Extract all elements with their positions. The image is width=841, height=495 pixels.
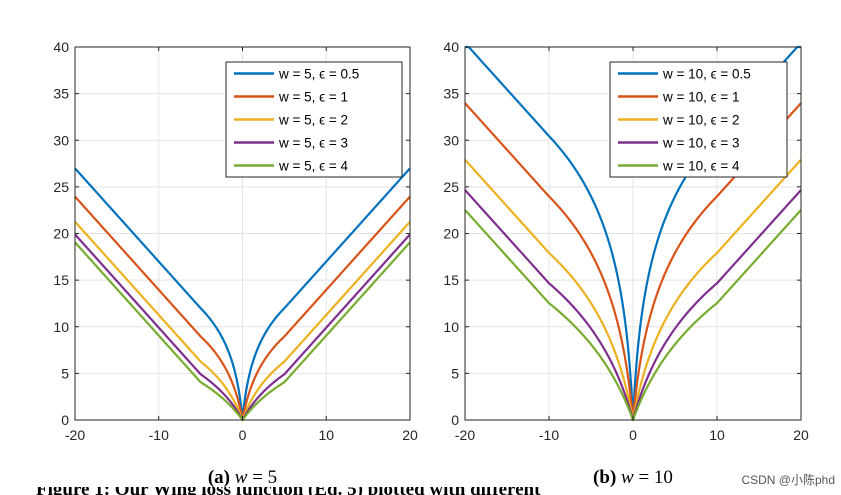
y-tick-label: 35 [53, 86, 69, 102]
caption-prefix: (a) [208, 467, 235, 488]
y-tick-label: 5 [61, 365, 69, 381]
x-tick-label: -20 [455, 427, 475, 443]
y-tick-label: 40 [443, 39, 459, 55]
y-tick-label: 35 [443, 86, 459, 102]
caption-value: = 10 [634, 467, 673, 488]
y-tick-label: 15 [443, 272, 459, 288]
legend-entry: w = 10, ϵ = 4 [662, 159, 740, 174]
legend-entry: w = 10, ϵ = 3 [662, 136, 740, 151]
y-tick-label: 30 [443, 132, 459, 148]
legend-entry: w = 10, ϵ = 0.5 [662, 67, 751, 82]
y-tick-label: 15 [53, 272, 69, 288]
caption-prefix: (b) [593, 467, 621, 488]
legend-entry: w = 5, ϵ = 0.5 [278, 67, 359, 82]
caption-variable: w [621, 467, 634, 488]
legend-entry: w = 5, ϵ = 1 [278, 90, 348, 105]
y-tick-label: 40 [53, 39, 69, 55]
caption-variable: w [235, 467, 248, 488]
y-tick-label: 10 [53, 319, 69, 335]
y-tick-label: 25 [443, 179, 459, 195]
x-tick-label: -10 [149, 427, 169, 443]
legend-entry: w = 5, ϵ = 2 [278, 113, 348, 128]
y-tick-label: 0 [61, 412, 69, 428]
caption-value: = 5 [247, 467, 277, 488]
x-tick-label: 20 [402, 427, 418, 443]
y-tick-label: 25 [53, 179, 69, 195]
cutoff-caption-text: Figure 1: Our Wing loss function (Eq. 5)… [36, 487, 540, 495]
y-tick-label: 5 [451, 365, 459, 381]
y-tick-label: 30 [53, 132, 69, 148]
y-tick-label: 20 [53, 226, 69, 242]
x-tick-label: -10 [539, 427, 559, 443]
x-tick-label: 10 [709, 427, 725, 443]
x-tick-label: 20 [793, 427, 809, 443]
x-tick-label: 0 [239, 427, 247, 443]
legend-entry: w = 5, ϵ = 3 [278, 136, 348, 151]
x-tick-label: -20 [65, 427, 85, 443]
panel-caption: (b) w = 10 [593, 467, 673, 488]
x-tick-label: 0 [629, 427, 637, 443]
y-tick-label: 10 [443, 319, 459, 335]
panel-caption: (a) w = 5 [208, 467, 277, 488]
cutoff-caption: Figure 1: Our Wing loss function (Eq. 5)… [0, 487, 841, 495]
panel-b: -20 -10 0 10 20 0 5 10 15 20 25 30 35 40 w = 10, ϵ = 0… [443, 39, 809, 488]
x-tick-label: 10 [318, 427, 334, 443]
y-tick-label: 20 [443, 226, 459, 242]
y-tick-label: 0 [451, 412, 459, 428]
legend-entry: w = 10, ϵ = 1 [662, 90, 740, 105]
legend-entry: w = 5, ϵ = 4 [278, 159, 348, 174]
watermark-text: CSDN @小陈phd [741, 472, 835, 487]
legend: w = 5, ϵ = 0.5 w = 5, ϵ = 1 w = 5, ϵ = 2 w … [225, 61, 403, 178]
legend-entry: w = 10, ϵ = 2 [662, 113, 740, 128]
legend: w = 10, ϵ = 0.5 w = 10, ϵ = 1 w = 10, ϵ = … [609, 61, 788, 178]
panel-a: -20 -10 0 10 20 0 5 10 15 20 25 30 35 40 w = 5, ϵ = 0.… [53, 39, 418, 488]
